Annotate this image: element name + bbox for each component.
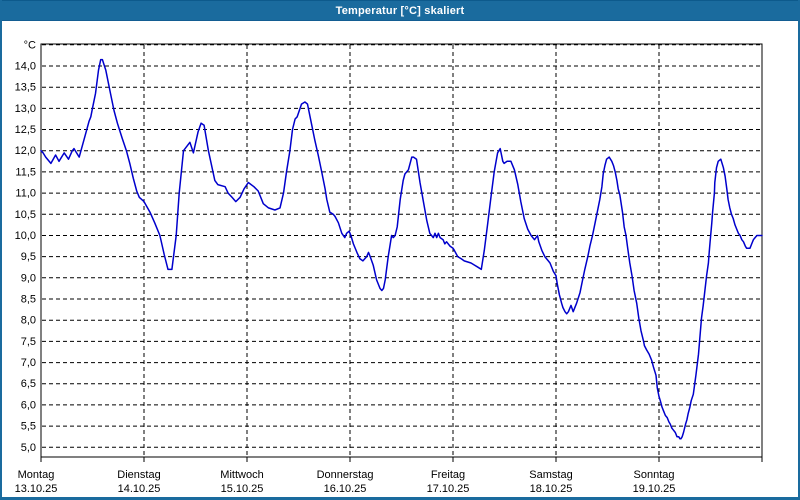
day-name-label: Mittwoch xyxy=(220,469,263,481)
y-tick-label: 6,5 xyxy=(21,378,36,390)
day-date-label: 18.10.25 xyxy=(530,483,573,495)
day-name-label: Samstag xyxy=(529,469,572,481)
y-tick-label: 13,5 xyxy=(15,82,36,94)
y-tick-label: 7,5 xyxy=(21,336,36,348)
y-tick-label: 11,5 xyxy=(15,166,36,178)
y-tick-label: 5,5 xyxy=(21,421,36,433)
day-name-label: Freitag xyxy=(431,469,465,481)
temperature-line xyxy=(40,58,763,440)
day-name-label: Donnerstag xyxy=(317,469,374,481)
y-tick-label: 10,0 xyxy=(15,230,36,242)
y-tick-label: 7,0 xyxy=(21,357,36,369)
y-tick-label: 10,5 xyxy=(15,209,36,221)
day-date-label: 13.10.25 xyxy=(15,483,58,495)
y-tick-label: 14,0 xyxy=(15,61,36,73)
day-date-label: 14.10.25 xyxy=(118,483,161,495)
y-tick-label: 9,5 xyxy=(21,251,36,263)
y-axis-unit-label: °C xyxy=(24,39,36,51)
y-tick-label: 8,5 xyxy=(21,294,36,306)
y-tick-label: 9,0 xyxy=(21,272,36,284)
day-name-label: Dienstag xyxy=(117,469,160,481)
plot-frame xyxy=(40,43,763,458)
window-title: Temperatur [°C] skaliert xyxy=(335,4,465,17)
day-date-label: 15.10.25 xyxy=(221,483,264,495)
y-tick-label: 13,0 xyxy=(15,103,36,115)
y-tick-label: 11,0 xyxy=(15,188,36,200)
day-name-label: Montag xyxy=(18,469,55,481)
titlebar: Temperatur [°C] skaliert xyxy=(2,0,798,21)
y-tick-label: 12,5 xyxy=(15,124,36,136)
day-name-label: Sonntag xyxy=(634,469,675,481)
y-tick-label: 6,0 xyxy=(21,399,36,411)
day-date-label: 17.10.25 xyxy=(427,483,470,495)
day-date-label: 16.10.25 xyxy=(324,483,367,495)
y-tick-label: 12,0 xyxy=(15,145,36,157)
y-tick-label: 8,0 xyxy=(21,315,36,327)
day-date-label: 19.10.25 xyxy=(633,483,676,495)
y-tick-label: 5,0 xyxy=(21,442,36,454)
